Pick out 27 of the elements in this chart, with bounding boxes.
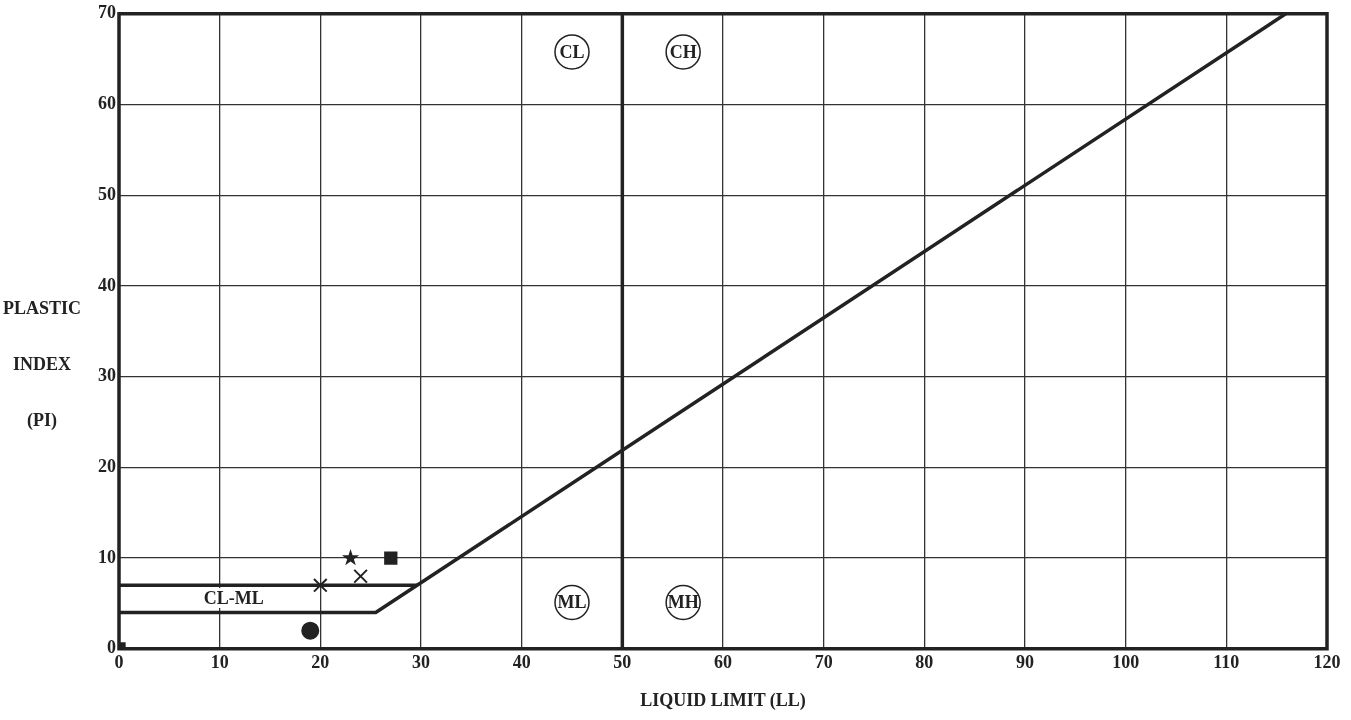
annotation: CL: [559, 41, 585, 62]
annotation: CH: [669, 41, 697, 62]
annotation: CL-ML: [203, 587, 264, 608]
y-tick-label: 60: [98, 93, 116, 114]
x-tick-label: 70: [814, 652, 833, 673]
x-tick-label: 110: [1213, 652, 1240, 673]
x-tick-label: 60: [714, 652, 732, 673]
x-tick-label: 40: [512, 652, 531, 673]
x-axis-title: LIQUID LIMIT (LL): [640, 689, 806, 711]
x-tick-label: 80: [915, 652, 934, 673]
y-tick-label: 20: [98, 456, 116, 477]
x-tick-label: 120: [1313, 652, 1341, 673]
y-tick-label: 30: [98, 365, 116, 386]
y-tick-label: 50: [98, 183, 116, 204]
y-tick-label: 10: [98, 546, 116, 567]
annotation: ML: [557, 592, 587, 613]
y-tick-label: 40: [98, 274, 116, 295]
x-tick-label: 30: [412, 652, 430, 673]
y-tick-label: 70: [98, 2, 116, 23]
x-tick-label: 90: [1016, 652, 1034, 673]
y-tick-label: 0: [107, 637, 116, 658]
x-tick-label: 100: [1112, 652, 1140, 673]
x-tick-label: 10: [210, 652, 229, 673]
annotation: MH: [667, 592, 699, 613]
x-tick-label: 20: [311, 652, 330, 673]
x-tick-label: 50: [613, 652, 632, 673]
text: PLASTIC INDEX (PI): [2, 298, 82, 430]
